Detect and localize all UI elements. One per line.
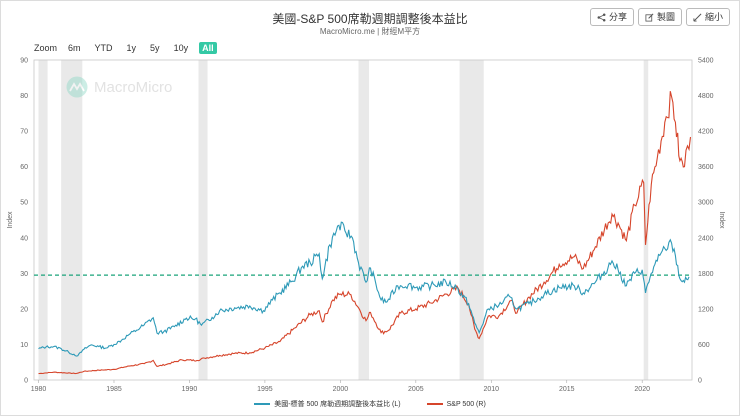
y-right-axis-title: Index <box>718 211 725 229</box>
zoom-label: Zoom <box>34 43 58 53</box>
y-left-tick-label-9: 90 <box>20 58 28 65</box>
x-tick-label-5: 2005 <box>408 386 424 393</box>
x-tick-label-6: 2010 <box>483 386 499 393</box>
zoom-5y-button[interactable]: 5y <box>150 43 160 53</box>
y-left-tick-label-6: 60 <box>20 164 28 171</box>
x-tick-label-8: 2020 <box>634 386 650 393</box>
share-icon <box>597 13 606 21</box>
share-button[interactable]: 分享 <box>589 8 634 26</box>
x-tick-label-4: 2000 <box>333 386 349 393</box>
recession-band-0 <box>38 60 48 380</box>
y-left-tick-label-4: 40 <box>20 235 28 242</box>
legend-label-sp500: S&P 500 (R) <box>446 400 486 408</box>
shrink-button[interactable]: 縮小 <box>685 8 730 26</box>
series-line-sp500 <box>38 91 692 375</box>
legend-swatch-cape <box>254 403 271 405</box>
recession-band-1 <box>61 60 83 380</box>
y-left-axis-title: Index <box>7 211 14 229</box>
legend-item-cape[interactable]: 美國-標普 500 席勒週期調整後本益比 (L) <box>254 399 401 409</box>
edit-icon <box>645 13 654 22</box>
x-tick-label-3: 1995 <box>257 386 273 393</box>
legend-swatch-sp500 <box>426 403 443 405</box>
zoom-ytd-button[interactable]: YTD <box>94 43 113 53</box>
y-right-tick-label-3: 1800 <box>698 271 714 278</box>
recession-band-5 <box>643 60 649 380</box>
y-left-tick-label-2: 20 <box>20 306 28 313</box>
recession-band-3 <box>358 60 370 380</box>
shrink-label: 縮小 <box>704 12 723 22</box>
y-left-tick-label-5: 50 <box>20 200 28 207</box>
recession-band-2 <box>198 60 208 380</box>
watermark-logo: MacroMicro <box>66 76 172 98</box>
series-line-cape <box>38 221 690 357</box>
y-right-tick-label-0: 0 <box>698 378 702 385</box>
y-right-tick-label-6: 3600 <box>698 164 714 171</box>
y-left-tick-label-7: 70 <box>20 129 28 136</box>
y-right-tick-label-9: 5400 <box>698 58 714 65</box>
chart-title: 美國-S&P 500席勒週期調整後本益比 <box>272 12 468 26</box>
copy-chart-label: 製圖 <box>656 12 675 22</box>
y-left-tick-label-1: 10 <box>20 342 28 349</box>
x-tick-label-0: 1980 <box>31 386 47 393</box>
plot-border <box>33 59 693 381</box>
x-tick-label-7: 2015 <box>559 386 575 393</box>
y-left-tick-label-8: 80 <box>20 93 28 100</box>
zoom-all-button[interactable]: All <box>199 42 217 54</box>
y-left-tick-label-3: 30 <box>20 271 28 278</box>
chart-subtitle: MacroMicro.me | 財經M平方 <box>319 27 421 36</box>
y-right-tick-label-4: 2400 <box>698 235 714 242</box>
share-label: 分享 <box>608 12 627 22</box>
toolbar: 分享 製圖 縮小 <box>589 8 730 26</box>
x-tick-label-1: 1985 <box>106 386 122 393</box>
legend-label-cape: 美國-標普 500 席勒週期調整後本益比 (L) <box>274 401 401 408</box>
macromicro-logo-icon <box>66 76 88 98</box>
recession-band-4 <box>459 60 484 380</box>
y-left-tick-label-0: 0 <box>24 378 28 385</box>
zoom-10y-button[interactable]: 10y <box>173 43 189 53</box>
zoom-6m-button[interactable]: 6m <box>68 43 81 53</box>
y-right-tick-label-5: 3000 <box>698 200 714 207</box>
y-right-tick-label-7: 4200 <box>698 129 714 136</box>
zoom-bar: Zoom 6m YTD 1y 5y 10y All <box>34 42 217 54</box>
zoom-1y-button[interactable]: 1y <box>126 43 137 53</box>
legend: 美國-標普 500 席勒週期調整後本益比 (L) S&P 500 (R) <box>0 399 740 409</box>
copy-chart-button[interactable]: 製圖 <box>637 8 682 26</box>
shrink-icon <box>693 13 702 22</box>
y-right-tick-label-2: 1200 <box>698 306 714 313</box>
y-right-tick-label-8: 4800 <box>698 93 714 100</box>
watermark-text: MacroMicro <box>94 78 173 96</box>
y-right-tick-label-1: 600 <box>698 342 710 349</box>
x-tick-label-2: 1990 <box>182 386 198 393</box>
legend-item-sp500[interactable]: S&P 500 (R) <box>426 399 486 409</box>
